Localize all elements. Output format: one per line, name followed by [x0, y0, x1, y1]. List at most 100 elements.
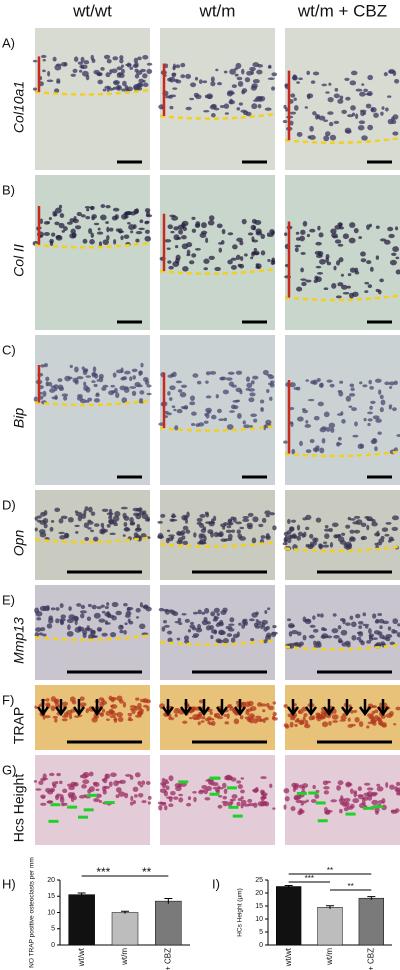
cell: [91, 604, 97, 610]
cell: [272, 624, 277, 629]
cell: [334, 239, 342, 244]
cell: [212, 786, 219, 790]
cell: [136, 384, 143, 388]
cell: [230, 257, 237, 261]
cell: [297, 531, 304, 537]
cell: [166, 796, 174, 800]
cell: [353, 529, 361, 534]
cell: [86, 208, 90, 212]
cell: [88, 633, 94, 640]
cell: [176, 408, 183, 414]
cell: [230, 265, 237, 270]
cell: [294, 796, 301, 801]
cell: [56, 78, 61, 83]
cell: [85, 375, 92, 378]
cell: [283, 788, 290, 794]
cell: [40, 364, 46, 368]
cell: [54, 718, 58, 723]
cell: [174, 244, 179, 249]
cell: [124, 370, 131, 375]
cell: [257, 801, 265, 807]
micrograph: [283, 335, 400, 485]
cell: [116, 695, 123, 702]
cell: [376, 783, 381, 787]
cell: [260, 703, 267, 707]
cell: [139, 623, 146, 630]
row-label: Hcs Height: [11, 774, 27, 843]
cell: [233, 718, 240, 725]
cell: [331, 714, 339, 720]
cell: [138, 227, 145, 231]
cell: [272, 701, 276, 705]
cell: [354, 717, 360, 723]
cell: [72, 781, 78, 786]
cell: [93, 536, 99, 542]
cell: [50, 385, 57, 389]
cell: [352, 521, 359, 525]
cell: [339, 95, 344, 100]
cell: [101, 698, 105, 703]
cell: [93, 523, 100, 527]
cell: [246, 522, 253, 528]
boundary-line: [284, 136, 400, 144]
cell: [248, 388, 255, 392]
cell: [106, 226, 110, 233]
cell: [300, 252, 306, 255]
cell: [269, 396, 273, 401]
cell: [262, 801, 268, 806]
cell: [320, 716, 326, 720]
cell: [388, 233, 395, 239]
cell: [325, 257, 329, 263]
cell: [110, 712, 118, 716]
cell: [359, 443, 364, 449]
cell: [184, 519, 189, 524]
cell: [248, 713, 255, 719]
cell: [173, 226, 179, 231]
cell: [349, 518, 356, 521]
cell: [343, 807, 349, 812]
cell: [265, 535, 271, 540]
cell: [96, 606, 102, 610]
cell: [90, 511, 96, 516]
cell: [386, 95, 392, 98]
cell: [55, 618, 60, 624]
row-label: Mmp13: [11, 617, 27, 664]
cell: [104, 620, 108, 625]
height-marker: [87, 793, 98, 797]
cell: [91, 717, 98, 723]
cell: [260, 795, 265, 802]
cell: [329, 542, 334, 548]
cell: [358, 625, 363, 629]
cell: [351, 112, 356, 117]
y-tick-label: 15: [255, 903, 263, 910]
cell: [90, 529, 94, 533]
cell: [227, 628, 235, 632]
cell: [367, 418, 373, 422]
cell: [267, 607, 271, 611]
cell: [373, 112, 379, 118]
cell: [105, 773, 111, 779]
micrograph-bg: [160, 755, 275, 845]
cell: [81, 70, 89, 77]
cell: [209, 104, 217, 110]
cell: [231, 529, 236, 533]
boundary-line: [34, 634, 151, 642]
cell: [68, 713, 73, 720]
cell: [357, 794, 364, 797]
cell: [296, 524, 301, 531]
column-header: wt/m: [199, 1, 236, 20]
cell: [98, 241, 103, 247]
cell: [387, 226, 394, 232]
cell: [321, 721, 329, 728]
cell: [349, 529, 355, 534]
cell: [50, 520, 55, 523]
cell: [337, 780, 344, 786]
cell: [47, 70, 51, 77]
cell: [255, 611, 259, 616]
micrograph: [32, 175, 153, 330]
x-tick-label: wt/wt: [284, 947, 293, 967]
cell: [242, 516, 250, 519]
cell: [328, 422, 336, 429]
cell: [204, 511, 209, 516]
